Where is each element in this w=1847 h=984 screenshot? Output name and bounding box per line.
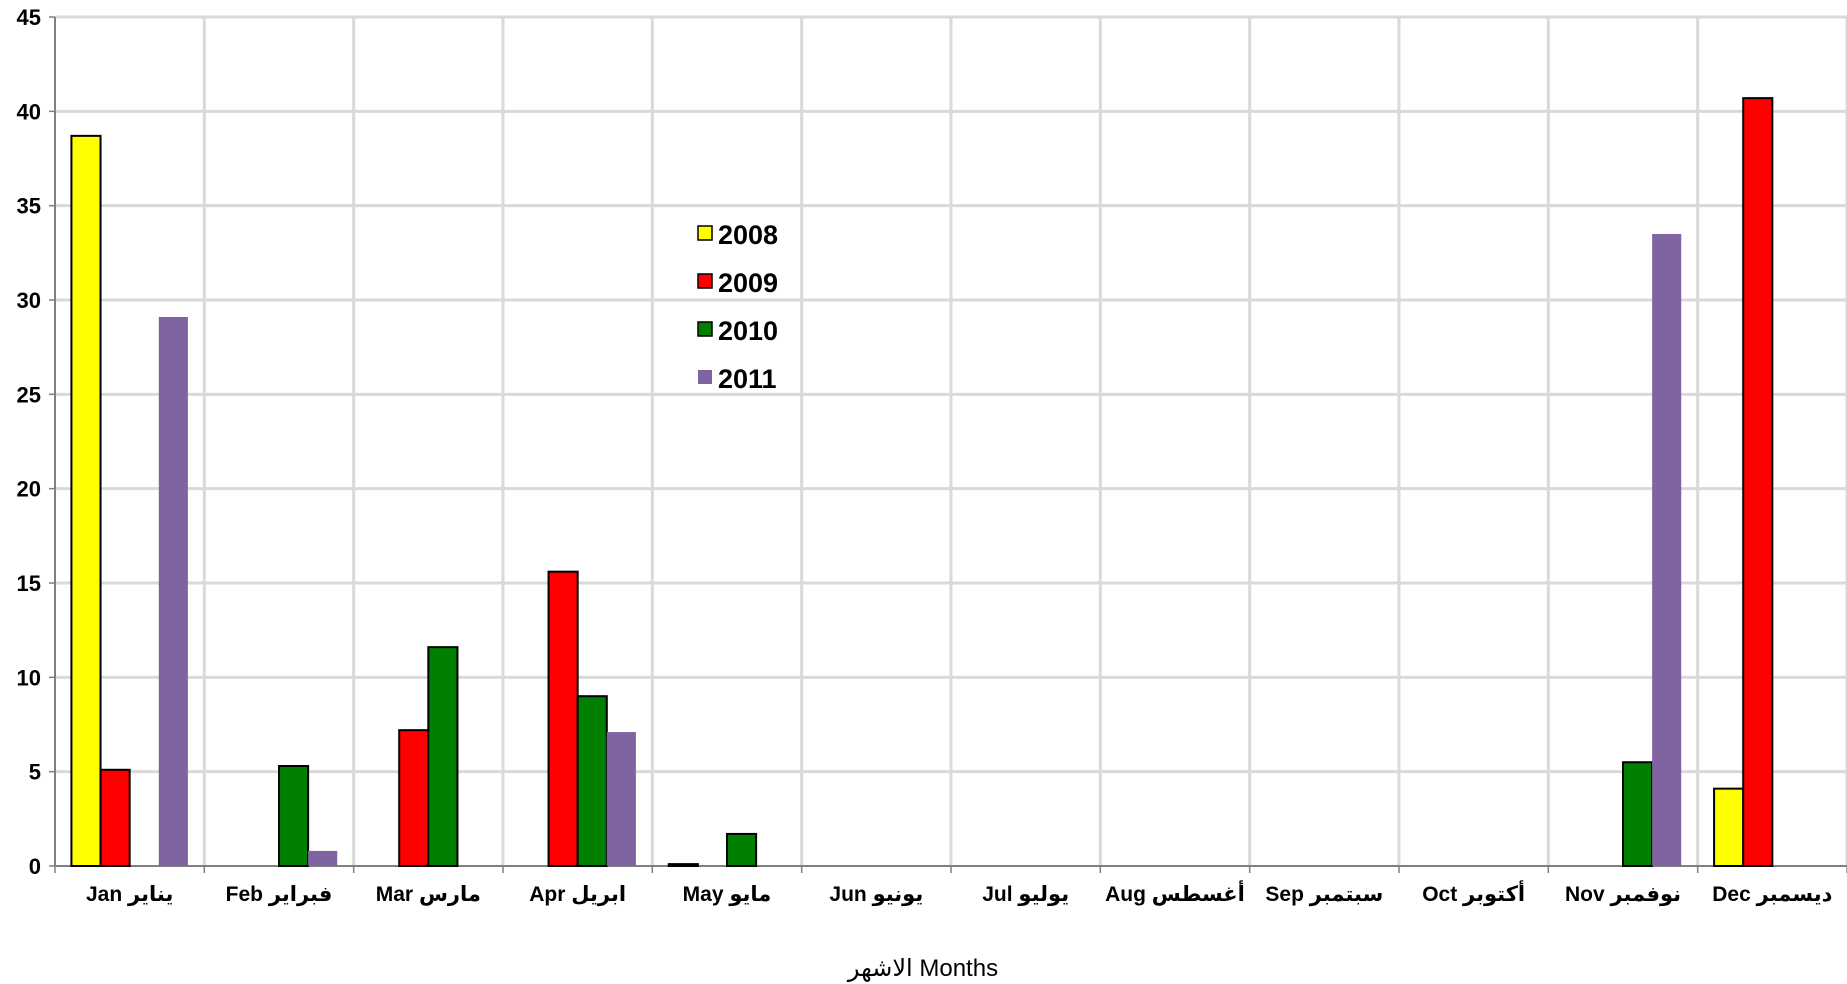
bars	[70, 97, 1774, 868]
bar-2011	[158, 316, 188, 867]
y-tick-label: 30	[17, 288, 41, 313]
legend: 2008 2009 2010 2011	[697, 220, 778, 394]
bar-2008	[667, 863, 699, 868]
legend-swatch-2010	[697, 321, 713, 337]
y-tick-label: 45	[17, 5, 41, 30]
bar-2010	[278, 765, 310, 867]
bar-2009	[99, 768, 131, 868]
x-tick-label: Dec ديسمبر	[1712, 883, 1832, 906]
x-tick-label: Jul يوليو	[982, 883, 1069, 906]
x-tick-label: Jan يناير	[86, 883, 173, 906]
legend-label-2009: 2009	[718, 268, 778, 298]
bar-2011	[606, 732, 636, 866]
bar-2009	[398, 729, 430, 867]
x-axis-label: الاشهر Months	[847, 955, 998, 982]
y-axis-ticks: 0 5 10 15 20 25 30 35 40 45	[17, 5, 55, 879]
legend-label-2011: 2011	[718, 364, 777, 394]
bar-2010	[576, 695, 608, 868]
x-tick-label: Apr ابريل	[529, 883, 626, 906]
y-tick-label: 40	[17, 99, 41, 124]
gridlines	[55, 15, 1847, 866]
y-tick-label: 20	[17, 477, 41, 502]
x-tick-label: Jun يونيو	[829, 883, 923, 906]
legend-label-2010: 2010	[718, 316, 778, 346]
legend-swatch-2008	[697, 225, 713, 241]
y-tick-label: 10	[17, 665, 41, 690]
x-axis-ticks: Jan يناير Feb فبراير Mar مارس Apr ابريل May …	[54, 866, 1847, 906]
x-tick-label: Mar مارس	[376, 883, 481, 906]
bar-2010	[726, 832, 758, 868]
legend-swatch-2011	[698, 370, 712, 384]
y-tick-label: 5	[29, 760, 41, 785]
bar-2011	[308, 850, 338, 866]
y-tick-label: 25	[17, 382, 41, 407]
y-tick-label: 0	[29, 854, 41, 879]
x-tick-label: Sep سبتمبر	[1265, 883, 1383, 906]
bar-2009	[547, 570, 579, 867]
legend-swatch-2009	[697, 273, 713, 289]
bar-2011	[1652, 233, 1682, 866]
x-tick-label: Feb فبراير	[226, 883, 333, 906]
bar-2009	[1742, 97, 1774, 868]
x-tick-label: May مايو	[683, 883, 772, 906]
bar-2010	[427, 646, 459, 867]
bar-2010	[1622, 761, 1654, 868]
y-tick-label: 35	[17, 194, 41, 219]
legend-label-2008: 2008	[718, 220, 778, 250]
bar-2008	[1713, 787, 1745, 867]
x-tick-label: Nov نوفمبر	[1565, 883, 1681, 906]
x-tick-label: Aug أغسطس	[1105, 879, 1245, 906]
y-tick-label: 15	[17, 571, 41, 596]
bar-2008	[70, 134, 102, 868]
x-tick-label: Oct أكتوبر	[1422, 879, 1525, 906]
